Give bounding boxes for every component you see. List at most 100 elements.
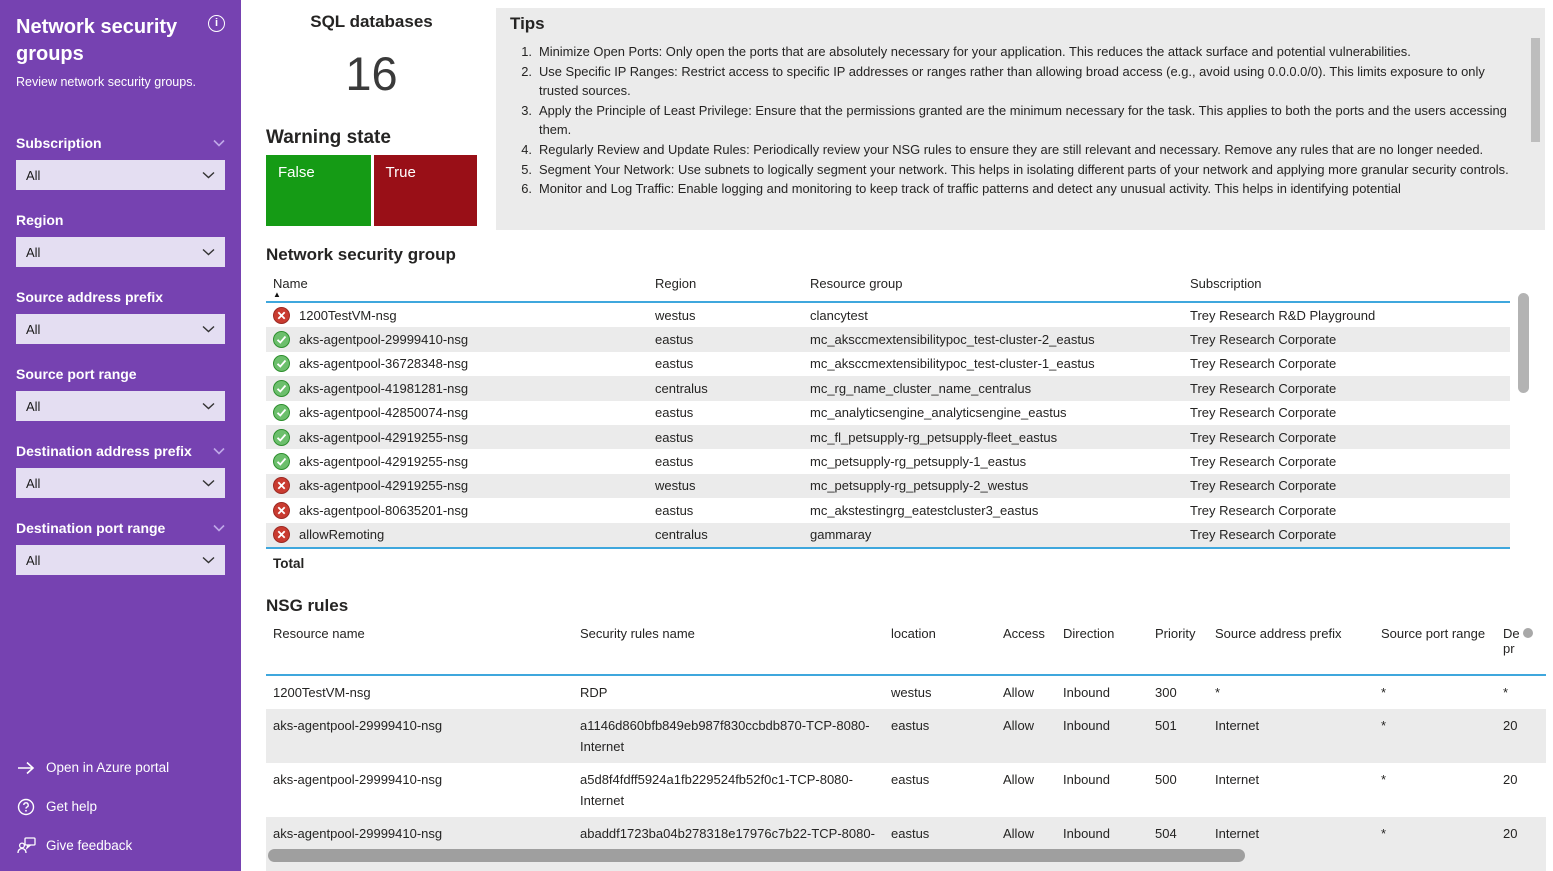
tips-scrollbar[interactable] [1531, 38, 1540, 142]
table-row[interactable]: aks-agentpool-42919255-nsg eastus mc_fl_… [266, 424, 1510, 450]
filter-dropdown[interactable]: All [16, 314, 225, 344]
arrow-right-icon [16, 758, 36, 778]
cell-region: eastus [655, 405, 694, 421]
table-row[interactable]: aks-agentpool-80635201-nsg eastus mc_aks… [266, 498, 1510, 522]
filter-label-text: Subscription [16, 135, 102, 151]
column-header-name[interactable]: Name ▲ [273, 276, 655, 299]
rules-table-horizontal-scrollbar[interactable] [268, 849, 1245, 862]
chevron-down-icon [202, 325, 215, 333]
tip-item: 5. Segment Your Network: Use subnets to … [510, 160, 1519, 180]
cell-access: Allow [1003, 685, 1035, 700]
cell-direction: Inbound [1063, 718, 1110, 733]
table-row[interactable]: aks-agentpool-36728348-nsg eastus mc_aks… [266, 352, 1510, 376]
nsg-table-vertical-scrollbar[interactable] [1518, 293, 1529, 393]
feedback-icon [16, 836, 36, 856]
filter-label[interactable]: Region [16, 210, 225, 230]
link-label: Give feedback [46, 838, 133, 853]
filter-label[interactable]: Source address prefix [16, 287, 225, 307]
column-header-direction[interactable]: Direction [1063, 626, 1115, 641]
filter-label[interactable]: Destination port range [16, 518, 225, 538]
tip-number: 4. [521, 141, 532, 157]
tip-text: Use Specific IP Ranges: Restrict access … [539, 63, 1485, 99]
column-header-region[interactable]: Region [655, 276, 697, 291]
cell-region: westus [655, 478, 696, 494]
cell-security-rule-name: a1146d860bfb849eb987f830ccbdb870-TCP-808… [580, 718, 870, 754]
table-row[interactable]: aks-agentpool-29999410-nsg eastus mc_aks… [266, 327, 1510, 352]
filter-dropdown[interactable]: All [16, 545, 225, 575]
column-header-source-address-prefix[interactable]: Source address prefix [1215, 626, 1342, 641]
open-in-azure-portal-link[interactable]: Open in Azure portal [16, 748, 169, 787]
cell-resource-name: aks-agentpool-29999410-nsg [273, 718, 443, 733]
chevron-down-icon[interactable] [213, 524, 225, 532]
filter-dropdown[interactable]: All [16, 391, 225, 421]
cell-region: centralus [655, 527, 708, 543]
filter-group: Destination address prefix All [16, 441, 225, 498]
table-row[interactable]: aks-agentpool-41981281-nsg centralus mc_… [266, 376, 1510, 401]
give-feedback-link[interactable]: Give feedback [16, 826, 169, 865]
filter-label-text: Destination address prefix [16, 443, 192, 459]
column-header-source-port-range[interactable]: Source port range [1381, 626, 1486, 641]
cell-source-address-prefix: Internet [1215, 718, 1260, 733]
filter-label[interactable]: Source port range [16, 364, 225, 384]
chevron-down-icon [202, 556, 215, 564]
column-header-access[interactable]: Access [1003, 626, 1045, 641]
tips-title: Tips [510, 14, 545, 33]
table-row[interactable]: aks-agentpool-29999410-nsg abaddf1723ba0… [266, 817, 1546, 871]
cell-region: centralus [655, 380, 708, 396]
nsg-table-title: Network security group [266, 245, 456, 264]
filter-group: Source port range All [16, 364, 225, 421]
filter-dropdown[interactable]: All [16, 160, 225, 190]
column-header-location[interactable]: location [891, 626, 936, 641]
cell-name: aks-agentpool-41981281-nsg [299, 380, 469, 396]
chevron-down-icon[interactable] [213, 139, 225, 147]
chevron-down-icon[interactable] [213, 447, 225, 455]
filter-group: Destination port range All [16, 518, 225, 575]
column-header-priority[interactable]: Priority [1155, 626, 1196, 641]
cell-resource-group: mc_aksccmextensibilitypoc_test-cluster-1… [810, 356, 1095, 372]
table-row[interactable]: aks-agentpool-42919255-nsg eastus mc_pet… [266, 449, 1510, 473]
table-row[interactable]: 1200TestVM-nsg westus clancytest Trey Re… [266, 303, 1510, 327]
tip-number: 6. [521, 181, 532, 197]
table-row[interactable]: 1200TestVM-nsg RDP westus Allow Inbound … [266, 676, 1546, 709]
cell-name: aks-agentpool-42919255-nsg [299, 478, 469, 494]
column-header-destination-clipped[interactable]: De pr [1503, 626, 1520, 656]
table-row[interactable]: aks-agentpool-29999410-nsg a1146d860bfb8… [266, 709, 1546, 763]
sidebar-links: Open in Azure portal Get help Give feedb… [16, 748, 169, 865]
cell-access: Allow [1003, 718, 1035, 733]
filter-label[interactable]: Subscription [16, 133, 225, 153]
get-help-link[interactable]: Get help [16, 787, 169, 826]
cell-destination-clipped: * [1503, 685, 1509, 700]
cell-name: allowRemoting [299, 527, 385, 543]
sidebar: Network security groups i Review network… [0, 0, 241, 871]
filter-label[interactable]: Destination address prefix [16, 441, 225, 461]
cell-source-address-prefix: Internet [1215, 826, 1260, 841]
column-header-resource-group[interactable]: Resource group [810, 276, 903, 291]
table-row[interactable]: aks-agentpool-42919255-nsg westus mc_pet… [266, 473, 1510, 499]
cell-region: eastus [655, 356, 694, 372]
column-header-resource-name[interactable]: Resource name [273, 626, 365, 641]
cell-resource-group: mc_petsupply-rg_petsupply-2_westus [810, 478, 1029, 494]
rules-table-vertical-scrollbar[interactable] [1523, 628, 1533, 638]
ok-status-icon [273, 379, 290, 397]
cell-subscription: Trey Research Corporate [1190, 380, 1337, 396]
nsg-table-header: Name ▲ Region Resource group Subscriptio… [266, 272, 1510, 303]
warning-false-tile[interactable]: False [266, 155, 371, 226]
cell-name: aks-agentpool-42919255-nsg [299, 454, 469, 470]
cell-subscription: Trey Research Corporate [1190, 502, 1337, 518]
ok-status-icon [273, 355, 290, 373]
rules-table-body: 1200TestVM-nsg RDP westus Allow Inbound … [266, 676, 1546, 871]
column-header-security-rules-name[interactable]: Security rules name [580, 626, 695, 641]
cell-region: eastus [655, 429, 694, 445]
chevron-down-icon [202, 479, 215, 487]
filter-dropdown[interactable]: All [16, 468, 225, 498]
info-icon[interactable]: i [208, 15, 225, 32]
filter-dropdown[interactable]: All [16, 237, 225, 267]
warning-true-tile[interactable]: True [373, 155, 477, 226]
table-row[interactable]: aks-agentpool-29999410-nsg a5d8f4fdff592… [266, 763, 1546, 817]
cell-region: westus [655, 307, 696, 323]
help-icon [16, 797, 36, 817]
column-header-subscription[interactable]: Subscription [1190, 276, 1262, 291]
table-row[interactable]: allowRemoting centralus gammaray Trey Re… [266, 522, 1510, 547]
table-row[interactable]: aks-agentpool-42850074-nsg eastus mc_ana… [266, 401, 1510, 425]
